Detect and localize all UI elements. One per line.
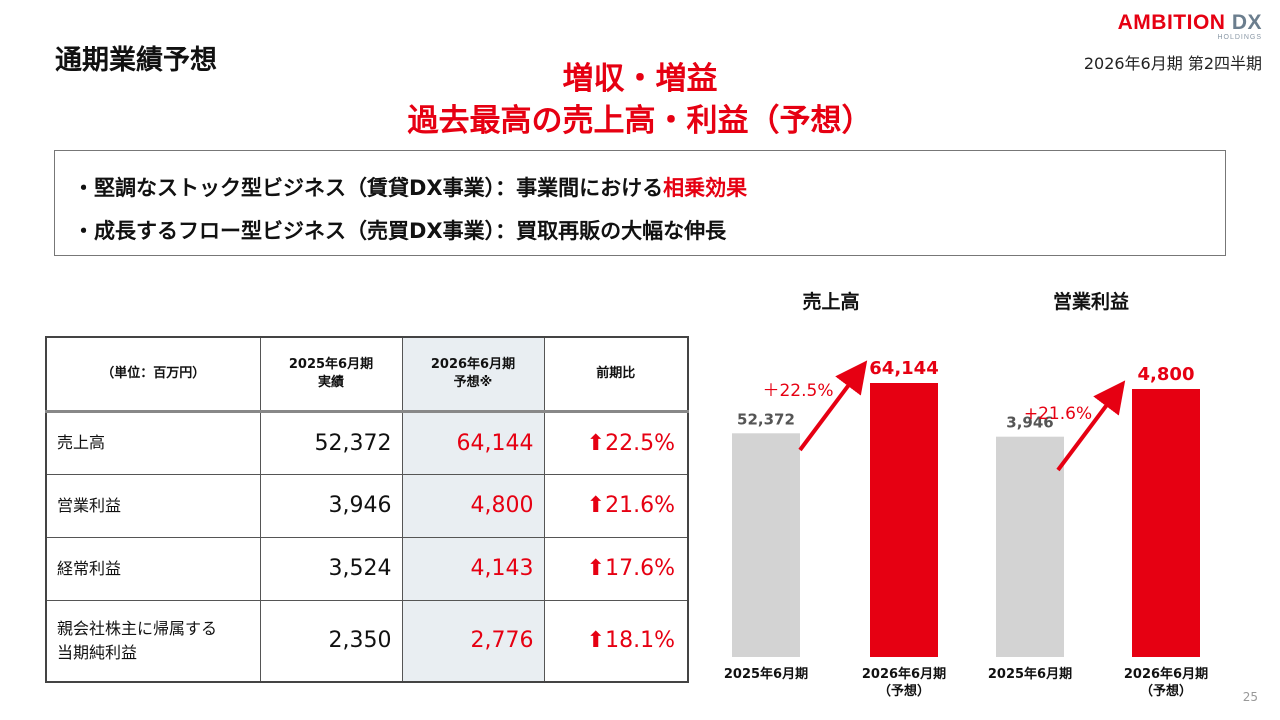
forecast-value: 4,800 (401, 473, 545, 538)
x-tick-sublabel: （予想） (878, 683, 930, 699)
growth-arrow (798, 360, 868, 452)
growth-label: ＋22.5% (762, 381, 833, 401)
change-value: ⬆22.5% (543, 410, 689, 475)
chart-title: 売上高 (802, 290, 859, 313)
table-row-revenue: 売上高 52,372 64,144 ⬆22.5% (45, 410, 689, 475)
data-label: 64,144 (869, 358, 938, 379)
unit-header: （単位：百万円） (45, 336, 261, 413)
prev-year-header-l2: 実績 (317, 374, 344, 390)
summary-box: ・堅調なストック型ビジネス（賃貸DX事業）：事業間における相乗効果 ・成長するフ… (54, 150, 1226, 256)
headline-line2: 過去最高の売上高・利益（予想） (407, 103, 873, 139)
bar-prev-year (732, 433, 800, 657)
bar-prev-year (996, 436, 1064, 657)
forecast-header-l1: 2026年6月期 (430, 356, 516, 372)
charts-area: 売上高 52,372 2025年6月期 64,144 2026年6月期 （予想） ＋22.5… (700, 280, 1280, 720)
data-label: 3,946 (1006, 414, 1053, 432)
x-tick-label: 2026年6月期 (1124, 666, 1208, 682)
page-title: 通期業績予想 (55, 45, 217, 76)
table-header-row: （単位：百万円） 2025年6月期 実績 2026年6月期 予想※ 前期比 (45, 336, 689, 413)
prev-year-header: 2025年6月期 実績 (259, 336, 403, 413)
forecast-value: 2,776 (401, 599, 545, 683)
x-tick-sublabel: （予想） (1140, 683, 1192, 699)
bar-forecast (1132, 389, 1200, 657)
growth-arrow (1056, 380, 1126, 472)
page-number: 25 (1242, 690, 1258, 704)
prev-value: 52,372 (259, 410, 403, 475)
data-label: 4,800 (1138, 364, 1195, 385)
x-tick-label: 2025年6月期 (724, 666, 808, 682)
logo-dx: DX (1231, 11, 1262, 34)
chart-title: 営業利益 (1053, 290, 1129, 313)
summary-line1-text: ・堅調なストック型ビジネス（賃貸DX事業）：事業間における (73, 176, 664, 200)
headline-line1: 増収・増益 (562, 61, 718, 97)
summary-line-stock: ・堅調なストック型ビジネス（賃貸DX事業）：事業間における相乗効果 (73, 172, 747, 202)
prev-value: 3,524 (259, 536, 403, 601)
row-label: 売上高 (45, 410, 261, 475)
change-value: ⬆17.6% (543, 536, 689, 601)
row-label: 営業利益 (45, 473, 261, 538)
bar-charts: 売上高52,3722025年6月期64,1442026年6月期（予想）＋22.5… (724, 290, 1208, 699)
change-value: ⬆18.1% (543, 599, 689, 683)
logo-wordmark: AMBITION (1117, 11, 1226, 34)
bar-forecast (870, 383, 938, 657)
change-value: ⬆21.6% (543, 473, 689, 538)
summary-line-flow: ・成長するフロー型ビジネス（売買DX事業）：買取再販の大幅な伸長 (73, 219, 727, 243)
forecast-value: 4,143 (401, 536, 545, 601)
prev-year-header-l1: 2025年6月期 (288, 356, 374, 372)
fiscal-period: 2026年6月期 第2四半期 (1083, 54, 1262, 73)
change-header: 前期比 (543, 336, 689, 413)
x-tick-label: 2026年6月期 (862, 666, 946, 682)
x-tick-label: 2025年6月期 (988, 666, 1072, 682)
row-label-l2: 当期純利益 (57, 642, 138, 662)
table-row-net-income: 親会社株主に帰属する 当期純利益 2,350 2,776 ⬆18.1% (45, 599, 689, 683)
row-label-l1: 親会社株主に帰属する (57, 618, 218, 638)
table-row-ordinary-profit: 経常利益 3,524 4,143 ⬆17.6% (45, 536, 689, 601)
forecast-header-l2: 予想※ (453, 374, 493, 390)
table-row-operating-profit: 営業利益 3,946 4,800 ⬆21.6% (45, 473, 689, 538)
summary-line1-accent: 相乗効果 (663, 176, 748, 200)
logo-subtext: HOLDINGS (1217, 34, 1262, 41)
prev-value: 2,350 (259, 599, 403, 683)
company-logo: AMBITION DX HOLDINGS (1118, 12, 1262, 41)
forecast-header: 2026年6月期 予想※ (401, 336, 545, 413)
row-label: 経常利益 (45, 536, 261, 601)
row-label: 親会社株主に帰属する 当期純利益 (45, 599, 261, 683)
data-label: 52,372 (737, 410, 795, 428)
growth-label: +21.6% (1024, 404, 1092, 424)
results-table: （単位：百万円） 2025年6月期 実績 2026年6月期 予想※ 前期比 売上高 … (45, 336, 689, 683)
prev-value: 3,946 (259, 473, 403, 538)
forecast-value: 64,144 (401, 410, 545, 475)
